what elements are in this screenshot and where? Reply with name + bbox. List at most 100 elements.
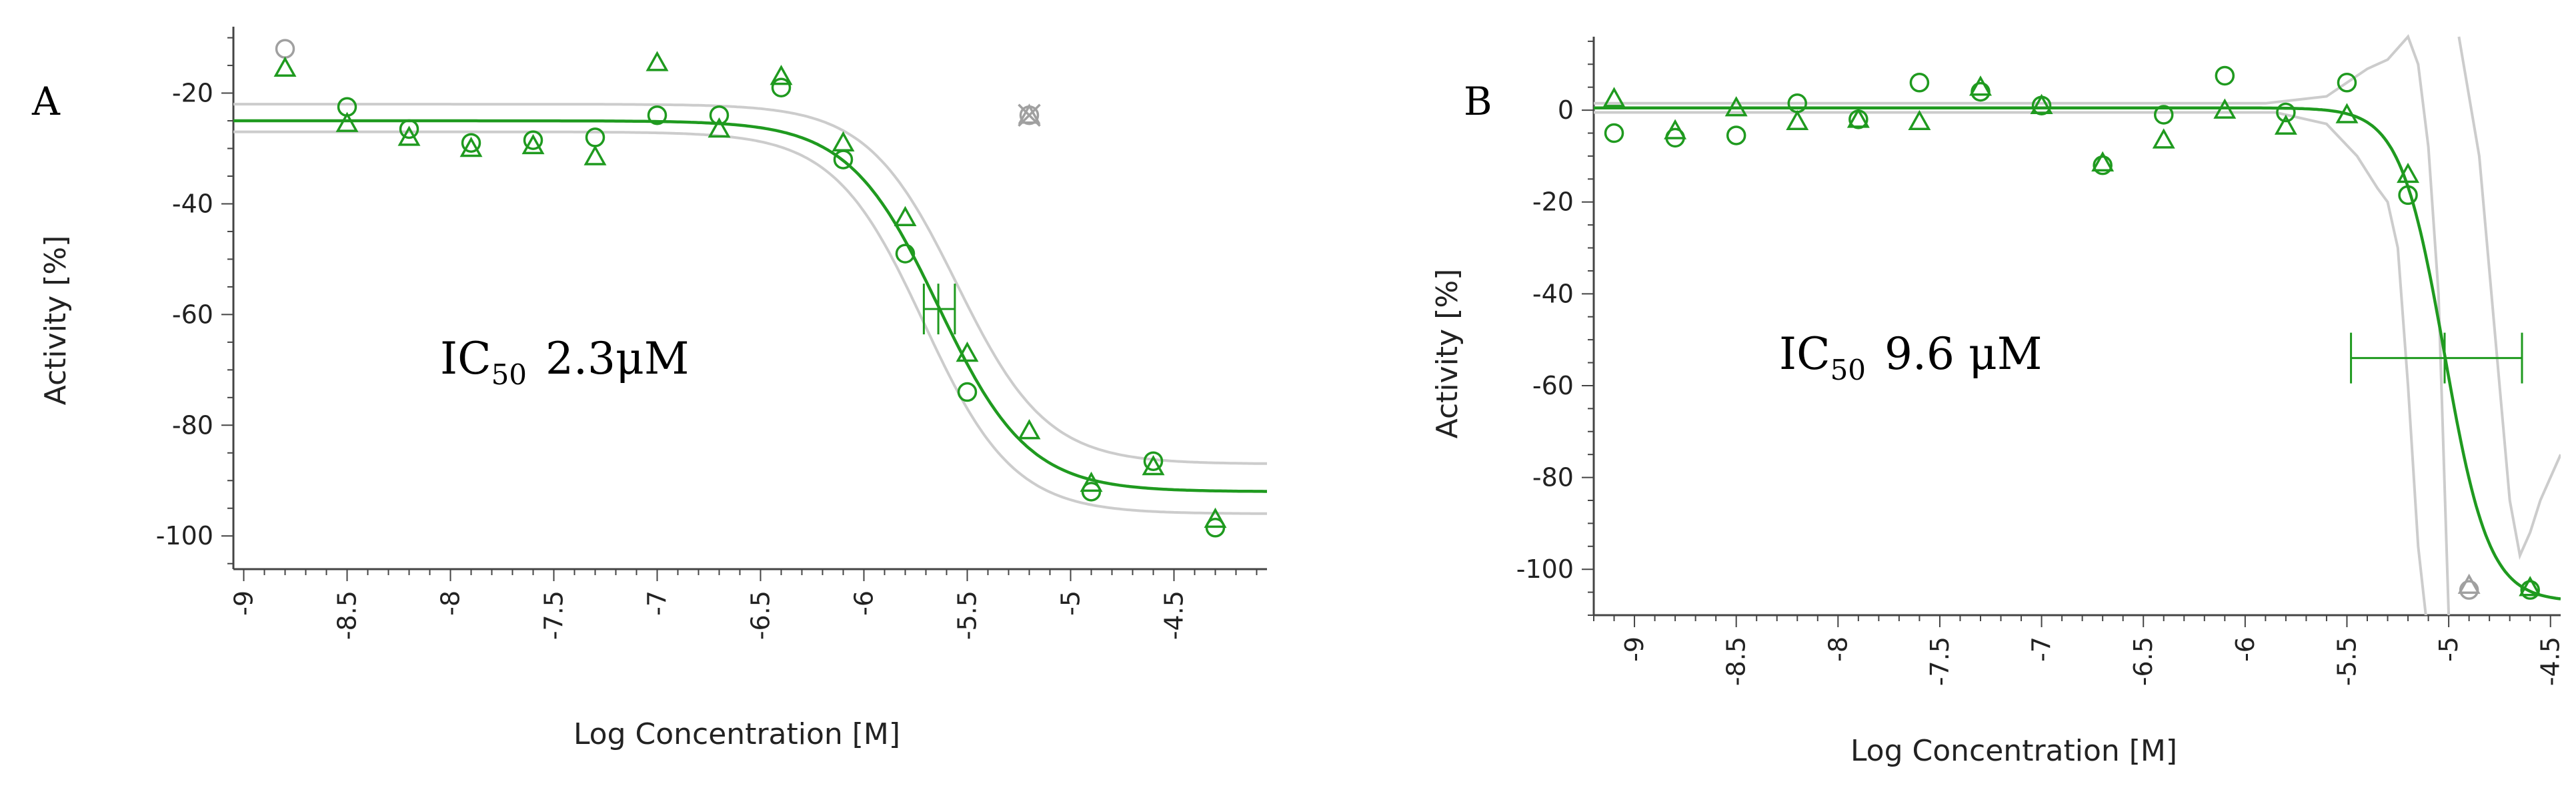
panel-b-circle-point [1909, 73, 1930, 93]
panel-a-x-tick-label: -8 [436, 590, 465, 616]
panel-b-ic50-label: IC [1779, 328, 1830, 380]
panel-b-circle-point [1604, 123, 1624, 143]
panel-a-x-tick-label: -6 [850, 590, 879, 616]
panel-a-ic50-annotation: IC50 2.3μM [440, 333, 689, 391]
panel-b-triangle-point [2213, 98, 2237, 119]
panel-a-ci-upper-curve [233, 103, 1267, 465]
panel-a-triangle-point [335, 111, 359, 132]
panel-a-y-tick-label: -60 [172, 300, 213, 329]
panel-a-ci-lower-curve [233, 130, 1267, 515]
panel-a-ic50-value: 2.3μM [545, 333, 689, 384]
panel-a-triangle-point [1018, 419, 1041, 440]
panel-b-x-tick-label: -9 [1620, 637, 1649, 662]
panel-a-y-tick-label: -100 [156, 521, 213, 550]
panel-b-triangle-point [1846, 107, 1870, 128]
panel-a-x-tick-label: -5.5 [953, 590, 982, 640]
panel-a-letter: A [31, 79, 61, 124]
panel-a-ic50-label: IC [440, 333, 491, 384]
panel-b-triangle-point [2519, 576, 2542, 597]
panel-a-triangle-point [770, 65, 793, 85]
panel-a-y-tick-label: -40 [172, 189, 213, 218]
panel-b-circle-point [2276, 102, 2296, 123]
panel-a-triangle-point [956, 341, 979, 362]
panel-b-x-tick-label: -8 [1823, 637, 1852, 662]
panel-a-circle-point [895, 244, 916, 264]
panel-b-triangle-point [1786, 109, 1809, 131]
panel-b-circle-point [2398, 185, 2418, 206]
panel-b-triangle-point [1969, 75, 1992, 96]
panel-a-triangle-point [521, 133, 545, 155]
panel-b-triangle-point [2274, 114, 2297, 135]
panel-a-triangle-point [1142, 454, 1165, 476]
panel-a-x-tick-label: -7 [643, 590, 672, 616]
panel-b-triangle-point [1602, 87, 1626, 107]
panel-b-circle-point [1726, 125, 1746, 145]
panel-b-ci-upper-curve [1594, 34, 2451, 615]
panel-a-chart: A Activity [%] Log Concentration [M] IC5… [31, 27, 1267, 751]
panel-a-y-axis-title: Activity [%] [39, 236, 73, 406]
panel-b-triangle-point [2397, 162, 2420, 183]
panel-b-triangle-point [1664, 119, 1687, 139]
panel-b-x-tick-label: -5 [2434, 637, 2463, 662]
panel-b-circle-point [2337, 73, 2357, 93]
panel-a-circle-point [461, 133, 481, 153]
panel-b-ci-lower-curve [1594, 111, 2427, 615]
panel-b-circle-point [2093, 155, 2113, 175]
panel-a-x-tick-label: -9 [229, 590, 259, 616]
panel-a-x-tick-label: -4.5 [1160, 590, 1189, 640]
panel-b-x-tick-label: -4.5 [2536, 637, 2565, 686]
panel-b-circle-point [1971, 81, 1991, 102]
panel-a-ic50-subscript: 50 [491, 358, 527, 391]
panel-a-x-tick-label: -5 [1056, 590, 1086, 616]
panel-b-chart: B Activity [%] Log Concentration [M] IC5… [1430, 34, 2565, 768]
panel-a-fit-curve [233, 119, 1267, 493]
panel-b-ic50-annotation: IC50 9.6 μM [1779, 328, 2042, 386]
panel-a-triangle-point [646, 51, 669, 71]
panel-b-circle-point [2520, 580, 2540, 600]
panel-b-x-tick-label: -5.5 [2332, 637, 2361, 686]
panel-b-y-tick-label: 0 [1558, 95, 1574, 125]
panel-b-triangle-point [2335, 103, 2359, 123]
panel-b-triangle-point [2152, 128, 2175, 149]
panel-a-triangle-point [273, 56, 297, 77]
panel-a-x-tick-label: -8.5 [333, 590, 362, 640]
panel-a-triangle-point [1080, 471, 1103, 492]
panel-b-x-tick-label: -8.5 [1722, 637, 1751, 686]
panel-b-ci-right-curve [2457, 36, 2561, 560]
panel-b-excluded-point [2457, 573, 2481, 594]
panel-a-triangle-point [832, 131, 855, 151]
panel-a-circle-point [709, 105, 730, 125]
panel-a-triangle-point [397, 125, 421, 146]
panel-a-y-tick-label: -80 [172, 410, 213, 440]
panel-a-triangle-point [583, 145, 607, 165]
panel-b-y-tick-label: -60 [1532, 371, 1574, 400]
panel-a-excluded-point [1018, 103, 1041, 124]
panel-b-circle-point [2215, 65, 2235, 86]
panel-a-triangle-point [708, 117, 731, 138]
panel-b-ic50-subscript: 50 [1830, 354, 1866, 386]
panel-a-x-axis-title: Log Concentration [M] [573, 717, 900, 751]
panel-a-triangle-point [894, 206, 917, 226]
panel-b-fit-curve [1594, 106, 2561, 601]
panel-b-y-tick-label: -80 [1532, 463, 1574, 492]
panel-b-y-tick-label: -40 [1532, 279, 1574, 308]
panel-b-x-tick-label: -7 [2027, 637, 2057, 662]
panel-b-ic50-value: 9.6 μM [1884, 328, 2042, 380]
panel-b-x-axis-title: Log Concentration [M] [1850, 734, 2177, 768]
panel-b-triangle-point [2091, 151, 2115, 171]
panel-a-circle-point [523, 130, 543, 150]
panel-b-y-tick-label: -20 [1532, 187, 1574, 217]
panel-b-excluded-point [2459, 580, 2479, 600]
panel-b-y-axis-title: Activity [%] [1430, 269, 1464, 439]
panel-a-circle-point [957, 382, 978, 402]
panel-b-triangle-point [2030, 93, 2053, 114]
panel-b-x-tick-label: -6 [2231, 637, 2260, 662]
panel-a-x-tick-label: -7.5 [539, 590, 569, 640]
panel-a-circle-point [647, 105, 668, 125]
panel-a-y-tick-label: -20 [172, 79, 213, 108]
panel-b-y-tick-label: -100 [1516, 554, 1574, 584]
panel-a-circle-point [771, 77, 792, 98]
panel-b-circle-point [2153, 105, 2174, 125]
panel-b-triangle-point [1724, 96, 1748, 117]
